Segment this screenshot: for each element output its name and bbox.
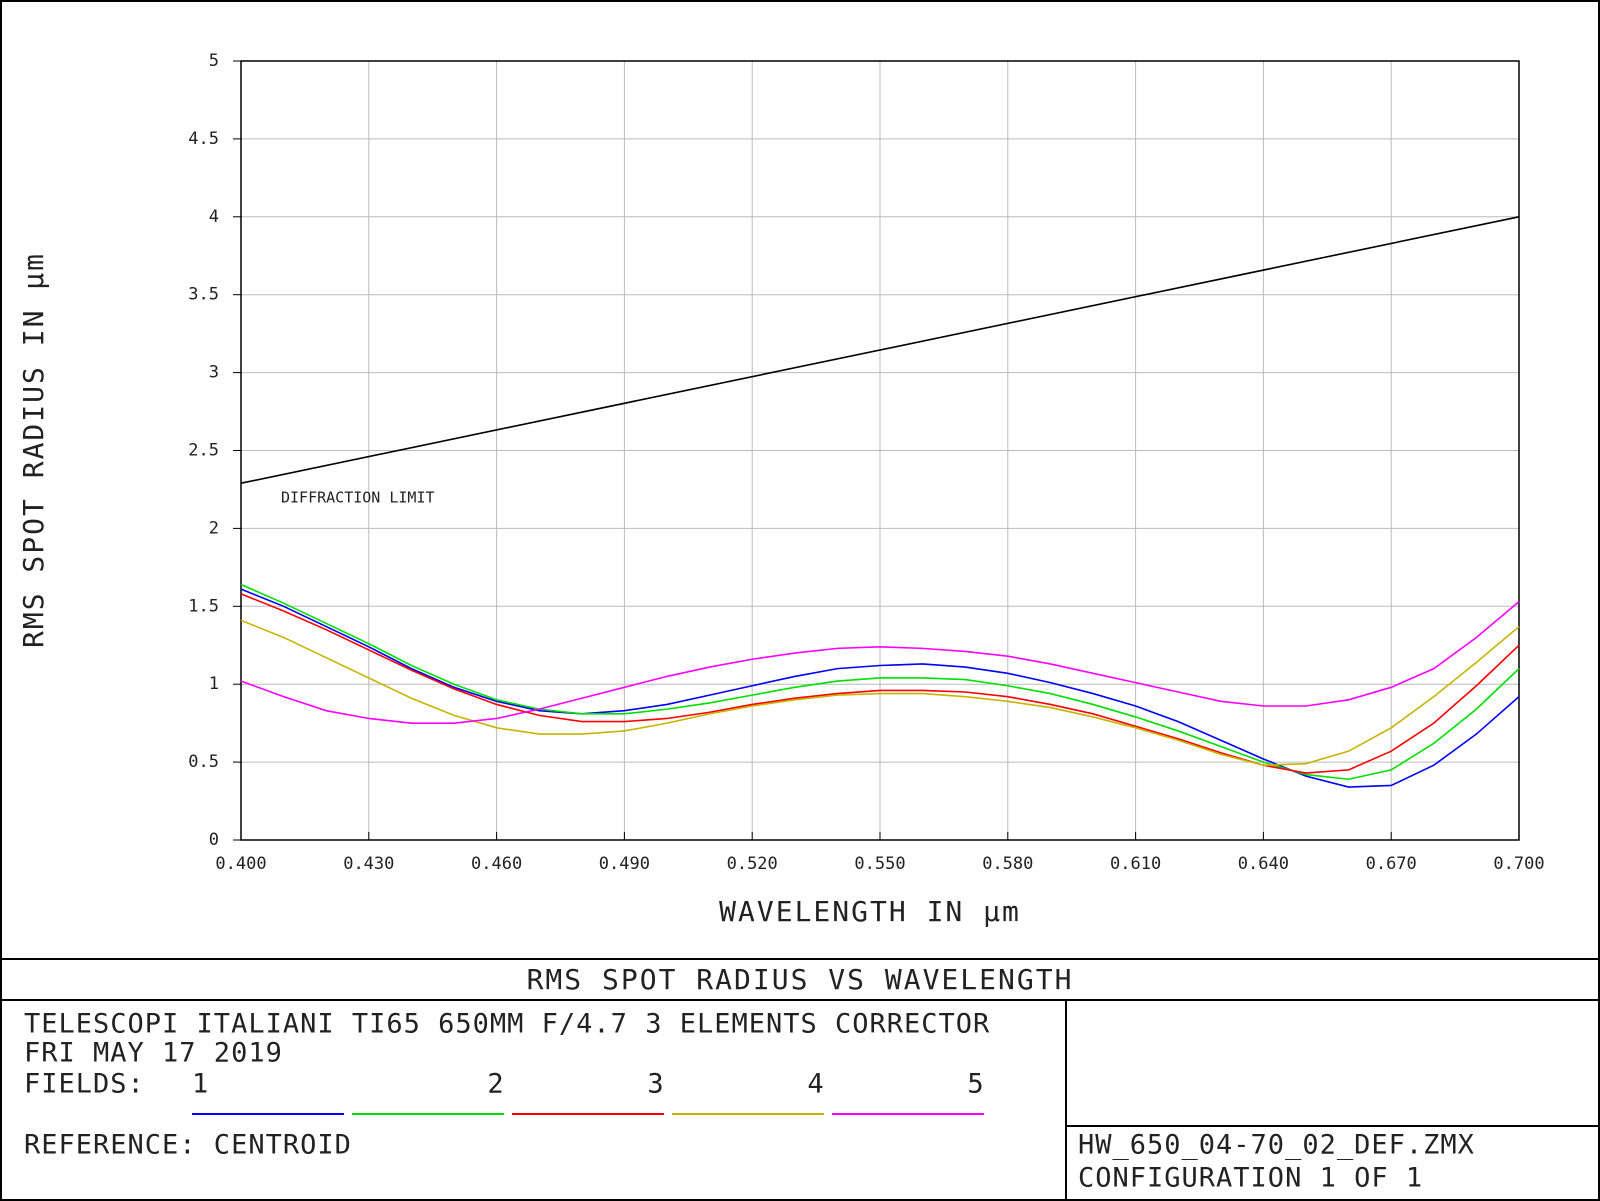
legend-entry: 2 (487, 1069, 504, 1100)
file-name: HW_650_04-70_02_DEF.ZMX (1078, 1130, 1475, 1161)
y-tick-label: 3 (209, 363, 219, 383)
x-tick-label: 0.640 (1238, 854, 1289, 874)
data-line (240, 593, 1520, 774)
data-line (240, 601, 1520, 724)
x-tick-label: 0.670 (1366, 854, 1417, 874)
y-tick-label: 0 (209, 830, 219, 850)
x-tick-label: 0.550 (854, 854, 905, 874)
chart-title: RMS SPOT RADIUS VS WAVELENGTH (527, 963, 1074, 996)
diffraction-limit-line (240, 216, 1520, 485)
plot-frame (240, 60, 1520, 841)
description-line: TELESCOPI ITALIANI TI65 650MM F/4.7 3 EL… (24, 1009, 990, 1040)
y-tick-label: 1.5 (188, 596, 219, 616)
legend-entry: 5 (967, 1069, 984, 1100)
description-line: FRI MAY 17 2019 (24, 1038, 283, 1069)
data-line (240, 619, 1520, 767)
x-tick-label: 0.520 (727, 854, 778, 874)
y-axis-label: RMS SPOT RADIUS IN µm (17, 252, 50, 648)
data-line (240, 588, 1520, 788)
legend-label: FIELDS: (24, 1069, 145, 1100)
annotation: DIFFRACTION LIMIT (281, 489, 435, 507)
y-tick-label: 2.5 (188, 441, 219, 461)
x-tick-label: 0.700 (1493, 854, 1544, 874)
reference: REFERENCE: CENTROID (24, 1130, 352, 1161)
configuration: CONFIGURATION 1 OF 1 (1078, 1163, 1423, 1194)
x-axis-label: WAVELENGTH IN µm (719, 895, 1021, 928)
y-tick-label: 4.5 (188, 129, 219, 149)
x-tick-label: 0.610 (1110, 854, 1161, 874)
x-tick-label: 0.430 (343, 854, 394, 874)
y-tick-label: 4 (209, 207, 219, 227)
x-tick-label: 0.400 (215, 854, 266, 874)
x-tick-label: 0.580 (982, 854, 1033, 874)
x-tick-label: 0.490 (599, 854, 650, 874)
y-tick-label: 5 (209, 51, 219, 71)
legend-entry: 3 (647, 1069, 664, 1100)
x-tick-label: 0.460 (471, 854, 522, 874)
legend-entry: 1 (192, 1069, 209, 1100)
data-line (240, 583, 1520, 781)
y-tick-label: 3.5 (188, 285, 219, 305)
y-tick-label: 2 (209, 518, 219, 538)
y-tick-label: 1 (209, 674, 219, 694)
y-tick-label: 0.5 (188, 752, 219, 772)
legend-entry: 4 (807, 1069, 824, 1100)
